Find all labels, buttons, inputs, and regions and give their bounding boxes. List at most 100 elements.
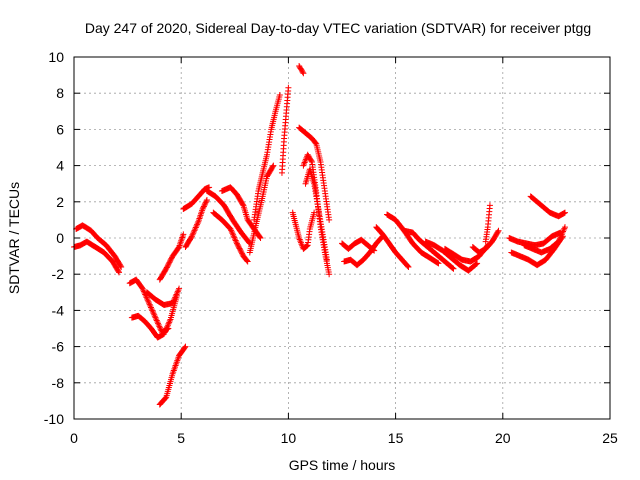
series-track-o <box>278 84 292 176</box>
y-tick-label: 4 <box>56 158 64 174</box>
x-tick-label: 10 <box>281 430 297 446</box>
data-point <box>235 242 242 249</box>
series-track-r <box>289 209 318 252</box>
data-point <box>228 228 235 235</box>
y-tick-label: -4 <box>52 302 65 318</box>
data-point <box>153 317 160 324</box>
data-point <box>308 157 315 164</box>
data-point <box>152 314 159 321</box>
x-tick-label: 5 <box>177 430 185 446</box>
data-point <box>202 200 209 207</box>
x-tick-label: 15 <box>388 430 404 446</box>
data-point <box>232 236 239 243</box>
data-point <box>156 323 163 330</box>
series-track-a <box>71 238 123 276</box>
data-points <box>71 63 568 408</box>
tick-labels: 0 5 10 15 20 25 -10 -8 -6 -4 -2 0 2 4 6 8 10 <box>44 49 618 446</box>
data-point <box>559 229 566 236</box>
data-point <box>190 230 197 237</box>
data-point <box>235 244 242 251</box>
data-point <box>473 260 480 267</box>
data-point <box>139 285 146 292</box>
data-point <box>326 216 333 223</box>
data-point <box>163 325 170 332</box>
y-tick-label: 10 <box>48 49 64 65</box>
data-point <box>257 235 264 241</box>
series-track-p <box>296 63 307 77</box>
series-track-aa <box>441 242 491 265</box>
data-point <box>560 228 567 235</box>
data-point <box>558 232 565 239</box>
y-tick-label: -6 <box>52 339 65 355</box>
data-point <box>270 162 277 169</box>
series-track-f <box>156 231 187 283</box>
data-point <box>234 241 241 248</box>
data-point <box>164 323 171 330</box>
data-point <box>561 225 568 232</box>
data-point <box>303 243 310 250</box>
data-point <box>188 234 195 241</box>
data-point <box>405 263 412 270</box>
data-point <box>172 292 179 299</box>
data-point <box>166 319 173 326</box>
data-point <box>269 163 276 170</box>
chart-title: Day 247 of 2020, Sidereal Day-to-day VTE… <box>85 20 591 36</box>
data-point <box>199 206 206 213</box>
y-tick-label: 6 <box>56 121 64 137</box>
data-point <box>230 233 237 240</box>
data-point <box>143 294 150 301</box>
x-tick-label: 20 <box>495 430 511 446</box>
data-point <box>256 233 263 240</box>
data-point <box>202 199 209 206</box>
data-point <box>300 70 307 77</box>
data-point <box>165 320 172 327</box>
series-track-t <box>302 166 330 263</box>
series-track-j <box>203 187 253 247</box>
data-point <box>172 294 179 301</box>
data-point <box>166 259 173 266</box>
y-tick-label: 2 <box>56 194 64 210</box>
data-point <box>169 300 176 307</box>
data-point <box>154 318 161 325</box>
data-point <box>200 203 207 210</box>
series-track-n <box>251 92 283 223</box>
data-point <box>239 250 246 257</box>
data-point <box>193 223 200 230</box>
data-point <box>155 321 162 328</box>
data-point <box>147 303 154 310</box>
data-point <box>190 228 197 235</box>
data-point <box>149 308 156 315</box>
data-point <box>194 220 201 227</box>
data-point <box>162 328 169 335</box>
data-point <box>170 298 177 305</box>
data-point <box>236 245 243 252</box>
series-track-g <box>156 343 189 408</box>
data-point <box>558 231 565 238</box>
data-point <box>153 316 160 323</box>
data-point <box>192 224 199 231</box>
data-point <box>147 304 154 311</box>
data-point <box>561 224 568 231</box>
data-point <box>115 268 122 275</box>
data-point <box>231 234 238 241</box>
data-point <box>228 227 235 234</box>
data-point <box>118 263 125 270</box>
data-point <box>449 265 456 272</box>
data-point <box>243 257 250 264</box>
data-point <box>323 256 330 263</box>
data-point <box>175 287 182 294</box>
data-point <box>561 209 568 216</box>
data-point <box>237 248 244 255</box>
data-point <box>450 265 457 272</box>
data-point <box>165 261 172 268</box>
data-point <box>495 227 502 234</box>
series-track-ag <box>527 193 568 220</box>
grid <box>74 57 610 419</box>
data-point <box>200 204 207 211</box>
data-point <box>170 297 177 304</box>
data-point <box>303 242 310 249</box>
data-point <box>560 227 567 234</box>
data-point <box>156 324 163 331</box>
data-point <box>162 395 169 402</box>
